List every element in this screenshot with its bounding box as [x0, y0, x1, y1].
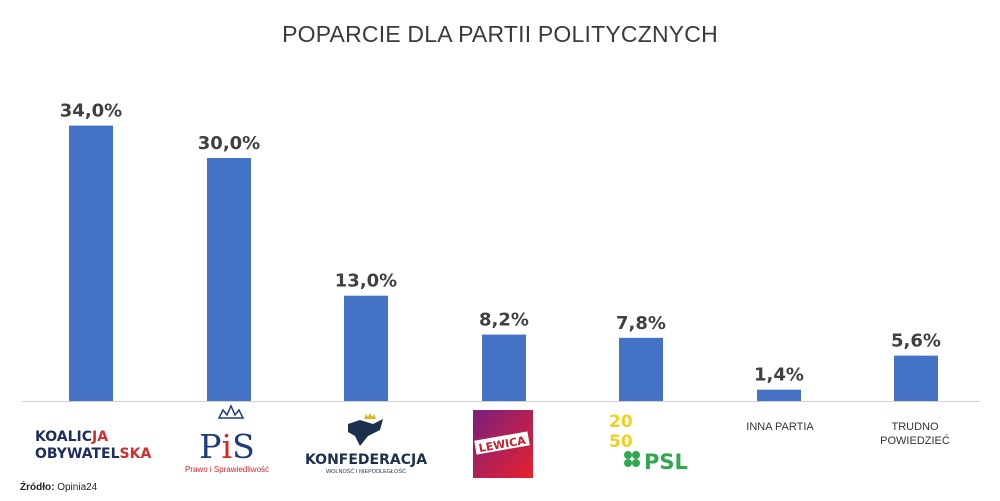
- ko-line1-b: JA: [91, 429, 108, 445]
- bar-1: [69, 125, 113, 401]
- clover-icon: [624, 451, 640, 467]
- value-label-5: 7,8%: [616, 313, 666, 334]
- value-label-6: 1,4%: [754, 365, 804, 386]
- logo-2050-top: 20: [609, 412, 633, 432]
- konfederacja-subtitle: WOLNOŚĆ I NIEPODLEGŁOŚĆ: [326, 467, 406, 475]
- svg-text:PiS: PiS: [199, 427, 254, 466]
- svg-text:OBYWATELSKA: OBYWATELSKA: [35, 446, 151, 462]
- logo-2050-bottom: 50: [609, 432, 633, 452]
- konfederacja-name: KONFEDERACJA: [305, 452, 427, 468]
- value-label-4: 8,2%: [479, 310, 529, 331]
- bar-5: [619, 337, 663, 401]
- category-label-lewica: LEWICA: [473, 410, 533, 478]
- ko-line2-b: SKA: [120, 446, 152, 462]
- svg-text:KOALICJA: KOALICJA: [35, 429, 108, 445]
- ko-line2-a: OBYWATEL: [35, 446, 120, 462]
- bars-group: [69, 125, 938, 401]
- value-label-2: 30,0%: [198, 133, 260, 154]
- category-label-2050-psl: 20 50 PSL: [609, 412, 688, 474]
- pis-s: S: [232, 427, 255, 466]
- pis-i: i: [222, 427, 233, 466]
- bar-4: [482, 334, 526, 401]
- chart-title: POPARCIE DLA PARTII POLITYCZNYCH: [282, 21, 718, 47]
- source-value: Opinia24: [57, 482, 98, 493]
- pis-subtitle: Prawo i Sprawiedliwość: [185, 465, 269, 474]
- bar-7: [894, 355, 938, 401]
- crown-icon: [217, 404, 245, 419]
- source-label: Źródło:: [20, 482, 55, 493]
- category-label-inna-partia: INNA PARTIA: [746, 421, 814, 433]
- category-label-trudno-line2: POWIEDZIEĆ: [880, 434, 950, 447]
- eagle-icon: [348, 419, 383, 446]
- bar-2: [207, 158, 251, 401]
- bar-3: [344, 295, 388, 401]
- source-note: Źródło: Opinia24: [20, 482, 97, 493]
- category-label-koalicja-obywatelska: KOALICJA OBYWATELSKA: [35, 429, 151, 462]
- value-label-3: 13,0%: [335, 271, 397, 292]
- bar-6: [757, 389, 801, 401]
- pis-p: P: [199, 427, 221, 466]
- value-labels-group: 34,0% 30,0% 13,0% 8,2% 7,8% 1,4% 5,6%: [60, 101, 941, 386]
- category-label-trudno-line1: TRUDNO: [891, 421, 938, 433]
- value-label-7: 5,6%: [891, 331, 941, 352]
- value-label-1: 34,0%: [60, 101, 122, 122]
- psl-name: PSL: [644, 450, 688, 474]
- lewica-logo-banner: [474, 431, 530, 455]
- ko-line1-a: KOALIC: [35, 429, 92, 445]
- category-label-pis: PiS Prawo i Sprawiedliwość: [185, 404, 269, 474]
- eagle-crown-icon: [364, 413, 376, 419]
- category-label-konfederacja: KONFEDERACJA WOLNOŚĆ I NIEPODLEGŁOŚĆ: [305, 413, 427, 475]
